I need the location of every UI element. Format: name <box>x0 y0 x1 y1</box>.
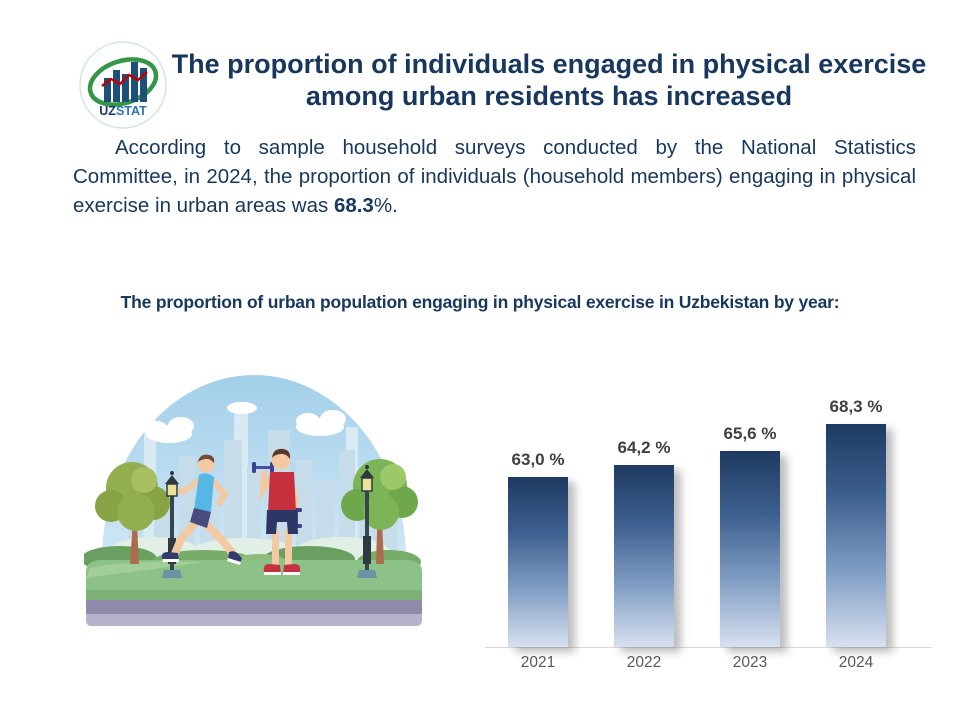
grass <box>86 560 422 600</box>
bar-value-label: 64,2 % <box>617 438 671 457</box>
clouds <box>144 402 346 443</box>
bar-column-2024: 68,3 % <box>826 397 886 647</box>
bar-2021 <box>508 477 568 647</box>
page-title: The proportion of individuals engaged in… <box>171 49 927 111</box>
x-tick-label: 2022 <box>626 654 662 671</box>
bar-2022 <box>614 465 674 647</box>
x-tick-label: 2021 <box>520 654 556 671</box>
intro-highlight-value: 68.3 <box>333 194 374 218</box>
jogging-man <box>161 454 242 565</box>
intro-text-end: %. <box>373 194 398 218</box>
intro-paragraph: According to sample household surveys co… <box>73 133 916 220</box>
walkway-band-dark <box>86 600 422 614</box>
right-street-lamp-icon <box>357 465 377 578</box>
bar-column-2021: 63,0 % <box>508 450 568 647</box>
bar-chart: 63,0 % 64,2 % 65,6 % 68,3 % 2021 2022 2023 202… <box>485 393 932 672</box>
logo-barchart-icon <box>104 62 147 102</box>
bar-value-label: 63,0 % <box>511 450 565 469</box>
intro-text: According to sample household surveys co… <box>73 136 916 218</box>
chart-x-axis: 2021 2022 2023 2024 <box>485 654 932 672</box>
left-tree <box>95 462 170 564</box>
uzstat-logo: UZSTAT <box>79 41 167 129</box>
bar-2024 <box>826 424 886 647</box>
bar-column-2023: 65,6 % <box>720 424 780 647</box>
logo-trendline-icon <box>101 71 148 87</box>
dumbbell-icon <box>252 462 274 473</box>
logo-text: UZSTAT <box>99 104 147 118</box>
right-tree <box>341 459 418 564</box>
chart-heading: The proportion of urban population engag… <box>120 292 840 312</box>
bar-value-label: 68,3 % <box>829 397 883 416</box>
logo-swoosh-icon <box>87 57 159 107</box>
bar-2023 <box>720 451 780 647</box>
chart-plot: 63,0 % 64,2 % 65,6 % 68,3 % <box>485 393 932 648</box>
x-tick-label: 2024 <box>838 654 874 671</box>
bar-column-2022: 64,2 % <box>614 438 674 647</box>
park-exercise-illustration <box>84 375 422 626</box>
walkway-band-light <box>86 614 422 626</box>
dumbbell-man <box>252 448 302 575</box>
x-tick-label: 2023 <box>732 654 768 671</box>
bar-value-label: 65,6 % <box>723 424 777 443</box>
